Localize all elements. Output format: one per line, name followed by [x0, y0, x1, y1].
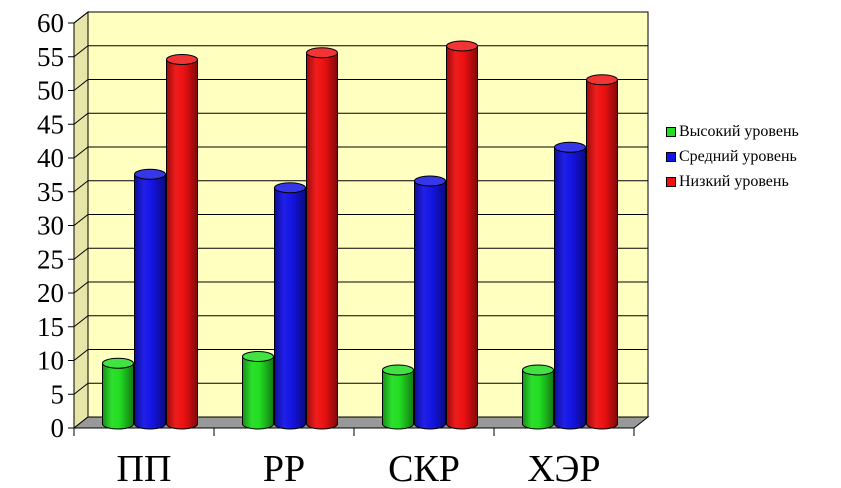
- y-tick-label: 60: [37, 8, 64, 38]
- y-tick-label: 50: [37, 76, 64, 106]
- y-tick-label: 10: [37, 346, 64, 376]
- bar-top: [274, 182, 306, 194]
- bar: [242, 356, 274, 430]
- bar: [522, 369, 554, 430]
- y-tick-label: 20: [37, 278, 64, 308]
- x-tick-label: СКР: [388, 448, 460, 488]
- bar-top: [382, 364, 414, 376]
- bar: [382, 369, 414, 430]
- legend-item: Низкий уровень: [666, 169, 799, 194]
- bar-top: [306, 47, 338, 59]
- bar: [134, 173, 166, 430]
- x-tick-label: ХЭР: [527, 448, 600, 488]
- bar: [166, 59, 198, 430]
- y-tick-label: 35: [37, 177, 64, 207]
- legend-label: Низкий уровень: [679, 172, 789, 190]
- y-tick-label: 5: [51, 379, 65, 409]
- bar-top: [166, 54, 198, 65]
- bar-top: [102, 357, 134, 369]
- bar-top: [414, 175, 446, 187]
- bar: [554, 146, 586, 430]
- y-tick-label: 15: [37, 312, 64, 342]
- legend-swatch: [666, 126, 676, 137]
- bar-top: [554, 141, 586, 153]
- y-tick-label: 55: [37, 42, 64, 72]
- bar: [102, 362, 134, 430]
- bar: [414, 180, 446, 430]
- y-tick-label: 25: [37, 244, 64, 274]
- chart-legend: Высокий уровень Средний уровень Низкий уро…: [666, 119, 799, 194]
- bar-top: [522, 364, 554, 376]
- legend-label: Высокий уровень: [679, 122, 799, 140]
- x-tick-label: ПП: [117, 448, 172, 488]
- bar: [446, 45, 478, 430]
- bar-top: [242, 351, 274, 362]
- legend-item: Высокий уровень: [666, 119, 799, 144]
- gridline: [73, 11, 648, 24]
- legend-swatch: [666, 176, 676, 187]
- y-tick-label: 30: [37, 211, 64, 241]
- y-tick-label: 40: [37, 143, 64, 173]
- legend-item: Средний уровень: [666, 144, 799, 169]
- bar: [586, 79, 618, 430]
- y-tick-label: 45: [37, 109, 64, 139]
- x-tick-label: РР: [263, 448, 305, 488]
- bar: [306, 52, 338, 430]
- bar-top: [134, 168, 166, 180]
- bar: [274, 187, 306, 430]
- legend-label: Средний уровень: [679, 147, 797, 165]
- bar-top: [586, 74, 618, 86]
- y-tick-label: 0: [51, 413, 65, 443]
- bar-top: [446, 40, 478, 52]
- legend-swatch: [666, 151, 676, 162]
